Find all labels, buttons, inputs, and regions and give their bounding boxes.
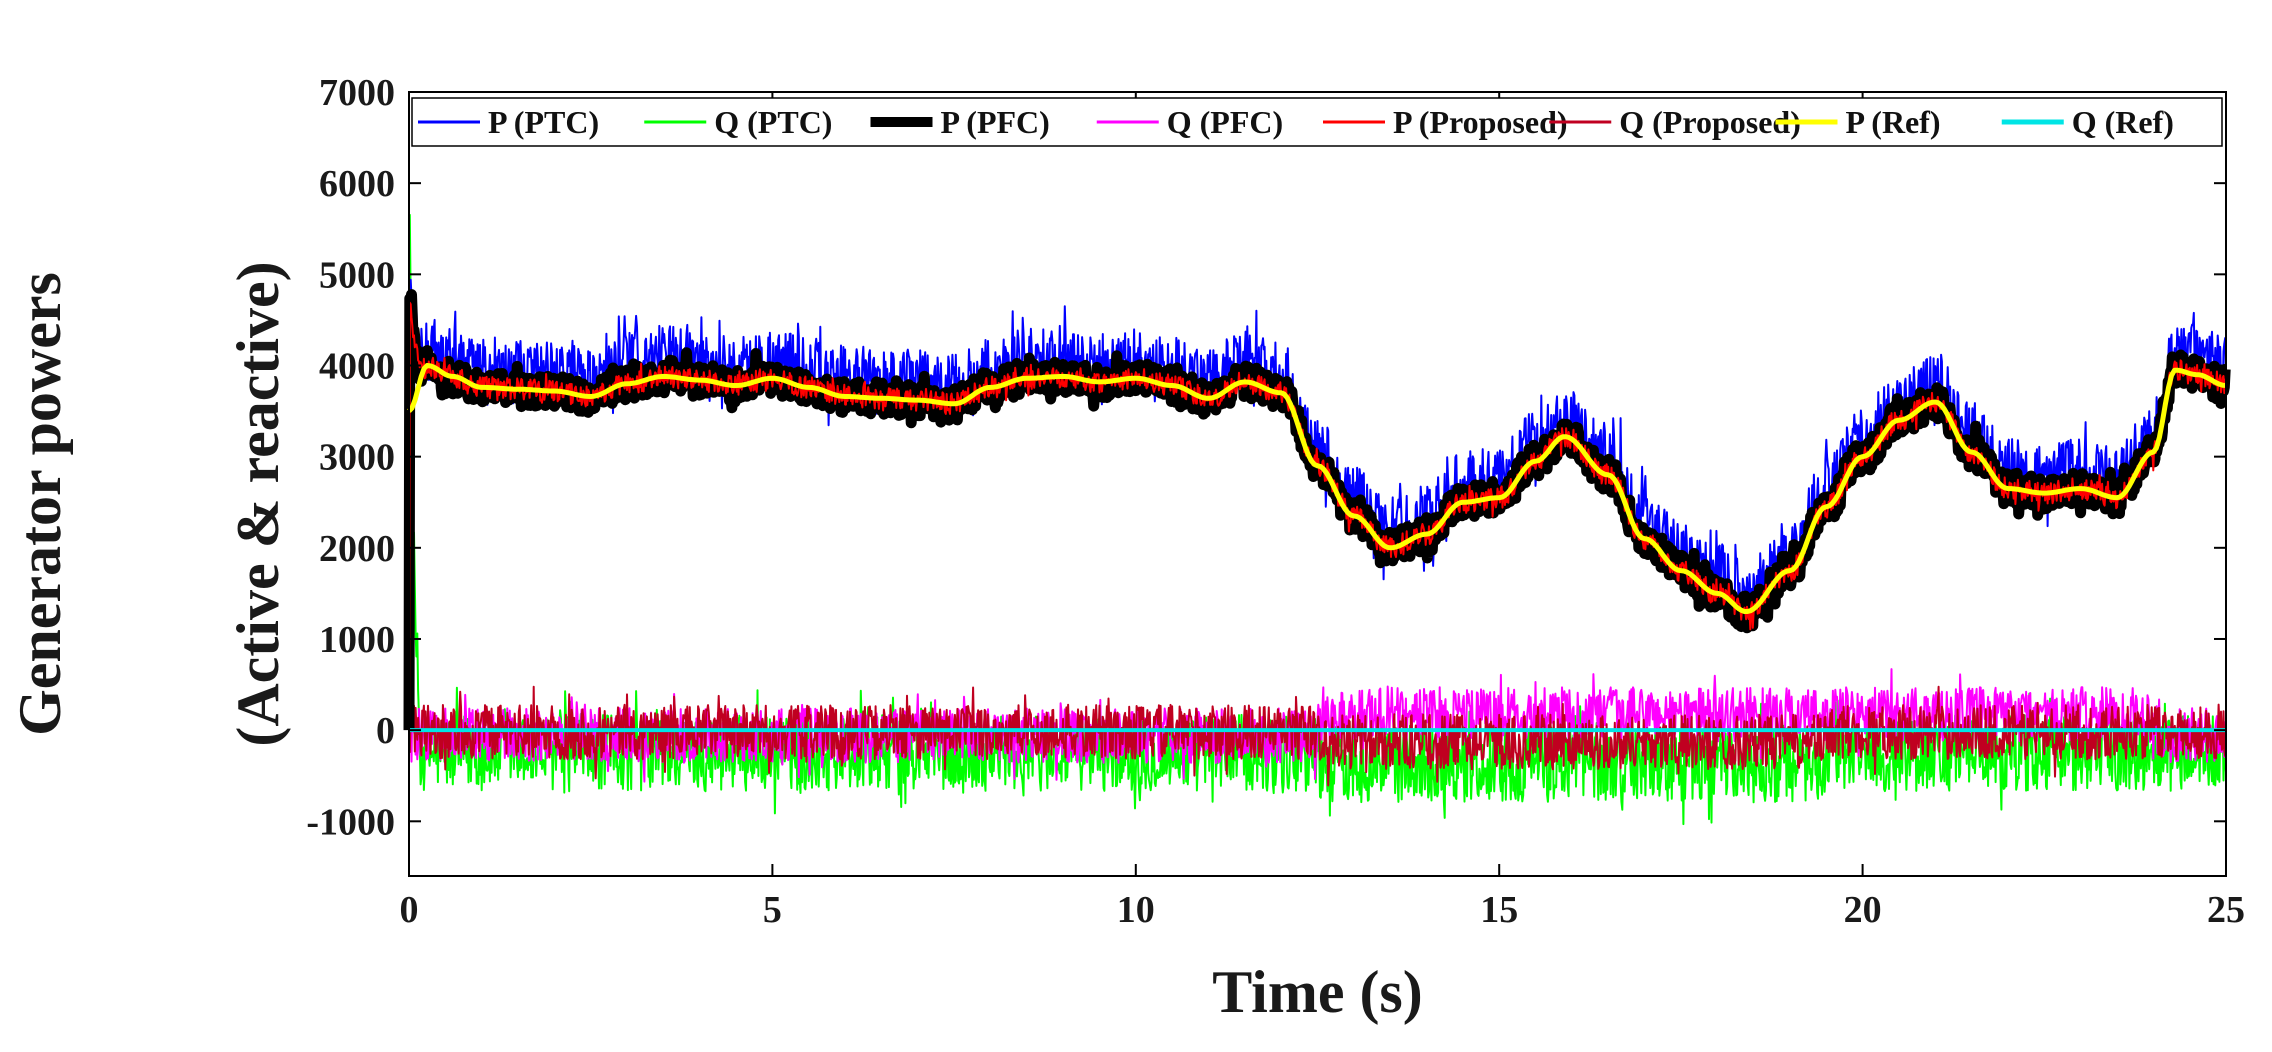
- y-tick-label: 0: [376, 710, 395, 752]
- y-tick-label: 2000: [319, 528, 395, 570]
- x-tick-label: 20: [1844, 889, 1882, 931]
- x-tick-label: 5: [763, 889, 782, 931]
- legend-box: [411, 97, 2223, 147]
- y-axis-title-line-2: (Active & reactive): [225, 261, 291, 746]
- y-tick-label: 7000: [319, 72, 395, 114]
- y-tick-label: 5000: [319, 254, 395, 296]
- series-q-proposed: [408, 685, 2227, 787]
- legend-label: P (Ref): [1846, 104, 1941, 140]
- plot-frame: [408, 91, 2227, 877]
- y-tick-label: 1000: [319, 619, 395, 661]
- y-axis-title-line-1: Generator powers: [7, 272, 73, 736]
- x-tick-label: 0: [400, 889, 419, 931]
- legend-label: Q (PTC): [714, 104, 832, 140]
- ticks-layer: 0 5 10 15 20 25 -1000 0 1000 2000 3000 4000 5000 6000…: [306, 72, 2245, 931]
- x-axis-title: Time (s): [1212, 959, 1423, 1025]
- legend-label: P (PFC): [941, 104, 1050, 140]
- y-tick-label: 3000: [319, 437, 395, 479]
- legend-label: P (PTC): [488, 104, 599, 140]
- series-layer: [403, 213, 2231, 826]
- y-tick-label: -1000: [306, 801, 395, 843]
- x-tick-label: 25: [2207, 889, 2245, 931]
- legend-label: Q (PFC): [1167, 104, 1283, 140]
- y-tick-label: 4000: [319, 345, 395, 387]
- legend-label: Q (Proposed): [1619, 104, 1801, 140]
- y-tick-label: 6000: [319, 163, 395, 205]
- legend-label: Q (Ref): [2072, 104, 2174, 140]
- x-tick-label: 15: [1480, 889, 1518, 931]
- series-p-pfc: [403, 289, 2231, 731]
- legend: P (PTC) Q (PTC) P (PFC) Q (PFC) P (Proposed)…: [411, 97, 2223, 147]
- x-tick-label: 10: [1117, 889, 1155, 931]
- legend-label: P (Proposed): [1393, 104, 1568, 140]
- series-p-ref: [407, 363, 2227, 614]
